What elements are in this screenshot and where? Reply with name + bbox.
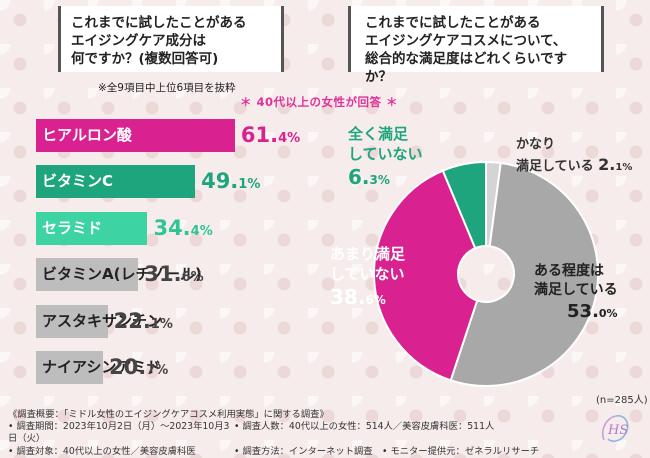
donut-slice-category: していない (348, 145, 423, 163)
donut-slice-category: 全く満足 (348, 125, 409, 143)
donut-slice-value: 6.3% (348, 165, 390, 189)
donut-slice-category: していない (330, 265, 405, 283)
bar-category-label: セラミド (42, 218, 103, 237)
footer-row: • 調査期間：2023年10月2日（月）〜2023年10月3日（火） • 調査人… (8, 421, 539, 445)
donut-slice (449, 161, 599, 387)
svg-text:HS: HS (607, 423, 628, 438)
footer-method: • 調査方法：インターネット調査 (234, 445, 373, 457)
respondent-subtitle: ＊ 40代以上の女性が回答 ＊ (240, 95, 399, 109)
survey-footer: 《調査概要：「ミドル女性のエイジングケアコスメ利用実態」に関する調査》 • 調査… (8, 409, 539, 458)
footer-count: • 調査人数：40代以上の女性：514人／美容皮膚科医：511人 (234, 421, 495, 433)
donut-slice-label: ある程度は満足している 53.0% (534, 262, 618, 326)
right-question-box: これまでに試したことがある エイジングケアコスメについて、 総合的な満足度はどれ… (348, 6, 604, 85)
footer-heading: 《調査概要：「ミドル女性のエイジングケアコスメ利用実態」に関する調査》 (8, 409, 329, 420)
bar-value-label: 31.6% (144, 262, 204, 287)
bar-mark (36, 304, 108, 338)
donut-slice-label: 全く満足していない 6.3% (348, 124, 423, 193)
bar-mark (36, 351, 104, 384)
bar-mark (36, 211, 148, 245)
donut-slice-category: ある程度は (534, 263, 604, 279)
extract-note: ※全9項目中上位6項目を抜粋 (98, 82, 236, 94)
donut-slice-category: かなり (516, 137, 556, 152)
bar-value-label: 34.4% (153, 215, 213, 240)
bar-mark (36, 119, 235, 152)
right-question-line-3: 総合的な満足度はどれくらいですか？ (365, 51, 568, 85)
donut-slice-value: 2.1% (598, 155, 633, 174)
bar-category-label: ビタミンC (42, 172, 114, 191)
donut-slice-category: 満足している 2.1% (516, 155, 633, 174)
donut-slice-category: 満足している (534, 282, 618, 298)
brand-logo: HS (601, 415, 629, 442)
bar-value-label: 61.4% (240, 123, 301, 147)
donut-slice-category: あまり満足 (330, 245, 406, 263)
left-question-line-3: 何ですか？(複数回答可) (71, 51, 219, 67)
donut-slice-value: 53.0% (567, 301, 618, 322)
bar-value-label: 49.1% (201, 169, 261, 194)
left-question-line-2: エイジングケア成分は (71, 33, 206, 49)
bar-category-label: ヒアルロン酸 (42, 126, 132, 144)
right-question-line-2: エイジングケアコスメについて、 (365, 33, 567, 49)
donut-slice-label: かなり満足している 2.1% (516, 136, 632, 179)
left-question-line-1: これまでに試したことがある (71, 15, 247, 31)
donut-slice-label: あまり満足していない 38.6% (330, 244, 405, 313)
donut-slice (373, 169, 479, 382)
left-question-box: これまでに試したことがある エイジングケア成分は 何ですか？(複数回答可) (58, 6, 284, 72)
bar-category-label: ナイアシンアミド (42, 358, 162, 376)
bar-value-label: 22.1% (113, 308, 173, 333)
bar-category-label: アスタキサンチン (42, 311, 163, 330)
bar-value-label: 20.7% (109, 355, 169, 379)
footer-row: • 調査対象：40代以上の女性／美容皮膚科医 • 調査方法：インターネット調査 … (8, 446, 539, 458)
right-question-line-1: これまでに試したことがある (365, 15, 541, 31)
footer-provider: • モニター提供元：ゼネラルリサーチ (382, 445, 540, 457)
bar-category-label: ビタミンA(レチノール) (42, 265, 202, 284)
donut-slice (441, 160, 487, 250)
sample-size: (n=285人) (596, 395, 648, 406)
footer-target: • 調査対象：40代以上の女性／美容皮膚科医 (8, 445, 196, 457)
bar-mark (36, 258, 139, 292)
bar-mark (36, 165, 196, 199)
footer-period: • 調査期間：2023年10月2日（月）〜2023年10月3日（火） (8, 421, 230, 445)
donut-slice-value: 38.6% (330, 285, 386, 309)
